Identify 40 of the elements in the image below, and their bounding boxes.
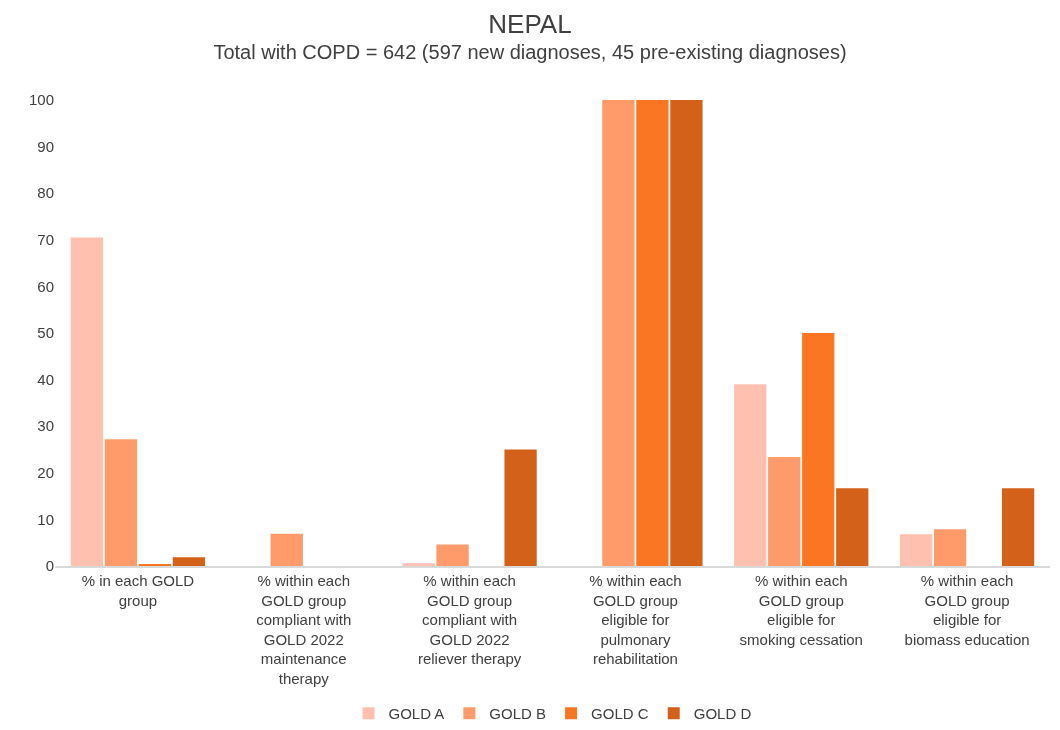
bar	[504, 449, 537, 566]
x-tick-label: % in each GOLD group	[81, 572, 195, 609]
bar	[802, 333, 835, 566]
chart-subtitle: Total with COPD = 642 (597 new diagnoses, 45 pre-existing diagnoses)	[213, 40, 847, 63]
bar	[402, 563, 435, 566]
y-tick-label: 40	[37, 370, 54, 388]
x-tick-label: % within each GOLD group eligible for pulmonary rehabilitation	[589, 572, 682, 667]
bar	[768, 456, 801, 566]
bar	[436, 544, 469, 566]
y-tick-label: 30	[37, 417, 54, 435]
bar	[602, 100, 635, 566]
x-tick-label: % within each GOLD group eligible for smoking cessation	[739, 572, 863, 648]
x-tick-label: % within each GOLD group compliant with GOLD 2022 reliever therapy	[417, 572, 522, 667]
y-tick-label: 50	[37, 324, 54, 342]
y-tick-label: 70	[37, 231, 54, 249]
bar	[899, 534, 933, 566]
chart-title: NEPAL	[488, 8, 572, 39]
bar	[836, 488, 869, 566]
bar	[636, 100, 669, 566]
x-tick-label: % within each GOLD group compliant with GOLD 2022 maintenance therapy	[256, 572, 352, 687]
bar	[1001, 488, 1035, 566]
bar	[734, 384, 767, 566]
bar	[172, 557, 206, 566]
y-tick-label: 100	[28, 91, 54, 109]
legend-label: GOLD C	[591, 705, 649, 723]
y-tick-label: 60	[37, 277, 54, 295]
legend-label: GOLD B	[489, 705, 547, 723]
y-tick-label: 20	[37, 464, 54, 482]
bar	[670, 100, 703, 566]
y-tick-label: 80	[37, 184, 54, 202]
legend-label: GOLD A	[388, 705, 445, 723]
bar	[104, 439, 138, 566]
y-tick-label: 0	[45, 557, 54, 575]
x-tick-label: % within each GOLD group eligible for biomass education	[904, 572, 1030, 648]
bar	[270, 533, 303, 566]
bar	[933, 529, 967, 566]
legend-label: GOLD D	[693, 705, 752, 723]
bar	[70, 237, 104, 566]
y-tick-label: 90	[37, 137, 54, 155]
y-tick-label: 10	[37, 510, 54, 528]
